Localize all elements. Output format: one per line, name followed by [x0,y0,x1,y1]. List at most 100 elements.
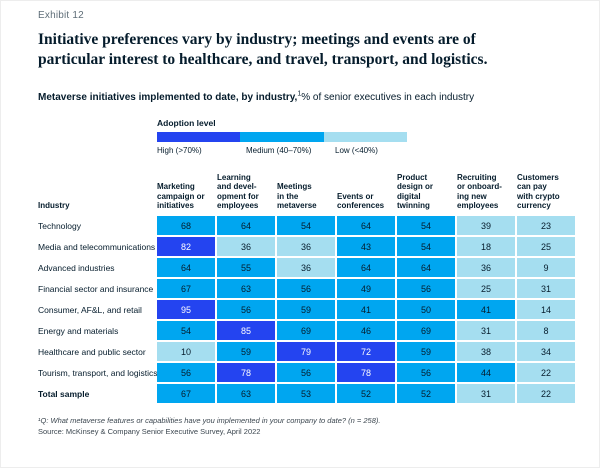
row-label: Healthcare and public sector [38,346,146,357]
heatmap-cell: 54 [397,216,455,235]
heatmap-cell: 54 [277,216,335,235]
heatmap-cell: 78 [217,363,275,382]
row-label: Financial sector and insurance [38,283,154,294]
heatmap-cell: 36 [277,237,335,256]
footnote-question: ¹Q: What metaverse features or capabilit… [38,416,381,425]
heatmap-cell: 50 [397,300,455,319]
heatmap-cell: 22 [517,384,575,403]
legend-color-bar [157,132,407,142]
footnote-source: Source: McKinsey & Company Senior Execut… [38,426,261,436]
heatmap-cell: 63 [217,384,275,403]
heatmap-cell: 41 [337,300,395,319]
legend-label: High (>70%) [157,146,202,155]
heatmap-cell: 64 [397,258,455,277]
heatmap-cell: 39 [457,216,515,235]
heatmap-cell: 23 [517,216,575,235]
exhibit-number-label: Exhibit 12 [38,10,84,21]
heatmap-cell: 54 [157,321,215,340]
legend-label: Medium (40–70%) [246,146,312,155]
heatmap-cell: 41 [457,300,515,319]
chart-subtitle: Metaverse initiatives implemented to dat… [38,90,475,103]
heatmap-cell: 59 [397,342,455,361]
heatmap-cell: 43 [337,237,395,256]
heatmap-table: Industry Marketing campaign or initiativ… [38,164,575,403]
heatmap-cell: 67 [157,279,215,298]
heatmap-cell: 14 [517,300,575,319]
adoption-level-legend: Adoption level High (>70%) Medium (40–70%… [157,118,424,155]
heatmap-cell: 64 [217,216,275,235]
heatmap-cell: 72 [337,342,395,361]
column-header: Meetings in the metaverse [277,182,317,211]
heatmap-cell: 95 [157,300,215,319]
heatmap-cell: 49 [337,279,395,298]
footnotes: ¹Q: What metaverse features or capabilit… [38,416,380,438]
row-label: Media and telecommunications [38,241,156,252]
row-header-industry: Industry [38,201,70,211]
heatmap-cell: 59 [217,342,275,361]
heatmap-cell: 56 [157,363,215,382]
heatmap-cell: 56 [397,363,455,382]
heatmap-cell: 10 [157,342,215,361]
chart-subtitle-bold: Metaverse initiatives implemented to dat… [38,92,298,103]
heatmap-cell: 67 [157,384,215,403]
heatmap-cell: 9 [517,258,575,277]
row-label: Energy and materials [38,325,119,336]
heatmap-cell: 36 [217,237,275,256]
heatmap-cell: 68 [157,216,215,235]
heatmap-cell: 63 [217,279,275,298]
legend-title: Adoption level [157,118,216,128]
heatmap-body: Technology 68 64 54 64 54 39 23 Media and teleco… [38,216,575,403]
exhibit-title: Initiative preferences vary by industry;… [38,31,488,68]
heatmap-cell: 69 [397,321,455,340]
heatmap-cell: 31 [457,384,515,403]
heatmap-cell: 46 [337,321,395,340]
heatmap-cell: 25 [517,237,575,256]
heatmap-cell: 38 [457,342,515,361]
heatmap-cell: 31 [517,279,575,298]
chart-subtitle-units: % of senior executives in each industry [301,92,475,103]
heatmap-cell: 64 [337,216,395,235]
heatmap-cell: 64 [157,258,215,277]
row-label: Technology [38,220,82,231]
heatmap-cell: 36 [457,258,515,277]
column-header: Marketing campaign or initiatives [157,182,205,211]
heatmap-cell: 59 [277,300,335,319]
heatmap-cell: 55 [217,258,275,277]
heatmap-cell: 56 [277,363,335,382]
heatmap-cell: 69 [277,321,335,340]
heatmap-cell: 78 [337,363,395,382]
heatmap-cell: 52 [397,384,455,403]
row-label: Consumer, AF&L, and retail [38,304,142,315]
row-label: Tourism, transport, and logistics [38,367,158,378]
heatmap-cell: 31 [457,321,515,340]
row-label: Advanced industries [38,262,115,273]
legend-segment [323,132,407,142]
heatmap-cell: 36 [277,258,335,277]
heatmap-cell: 64 [337,258,395,277]
legend-labels: High (>70%) Medium (40–70%) Low (<40%) [157,146,424,155]
footnote-marker: 1 [297,90,302,98]
column-header: Product design or digital twinning [397,172,434,211]
heatmap-cell: 52 [337,384,395,403]
heatmap-cell: 44 [457,363,515,382]
column-header: Events or conferences [337,191,385,211]
heatmap-cell: 54 [397,237,455,256]
legend-label: Low (<40%) [335,146,378,155]
legend-segment [240,132,324,142]
heatmap-cell: 85 [217,321,275,340]
heatmap-cell: 56 [217,300,275,319]
column-header: Customers can pay with crypto currency [517,172,560,211]
heatmap-cell: 82 [157,237,215,256]
column-header: Learning and devel- opment for employees [217,172,259,211]
heatmap-cell: 22 [517,363,575,382]
legend-segment [157,132,241,142]
heatmap-cell: 53 [277,384,335,403]
column-header: Recruiting or onboard- ing new employees [457,172,502,211]
row-label: Total sample [38,388,90,399]
heatmap-cell: 8 [517,321,575,340]
heatmap-cell: 79 [277,342,335,361]
heatmap-cell: 56 [277,279,335,298]
heatmap-cell: 18 [457,237,515,256]
column-header-row: Industry Marketing campaign or initiativ… [38,164,575,214]
